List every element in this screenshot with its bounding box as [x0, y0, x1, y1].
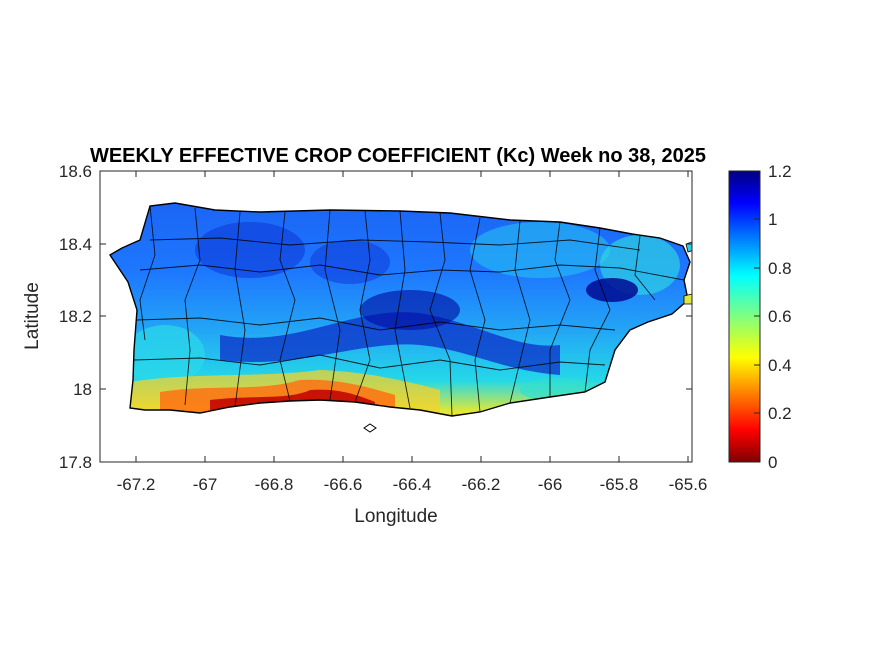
colorbar-tick-label: 0.6 — [768, 307, 792, 326]
colorbar-tick-label: 1.2 — [768, 162, 792, 181]
y-tick-label: 18.6 — [59, 162, 92, 181]
colorbar-tick-label: 0.2 — [768, 404, 792, 423]
y-tick-label: 17.8 — [59, 453, 92, 472]
chart-title: WEEKLY EFFECTIVE CROP COEFFICIENT (Kc) W… — [90, 145, 706, 167]
x-tick-label: -66 — [538, 475, 563, 494]
x-tick-label: -67.2 — [117, 475, 156, 494]
colorbar-tick-label: 0.8 — [768, 259, 792, 278]
x-tick-label: -67 — [193, 475, 218, 494]
plot-area — [99, 170, 693, 463]
x-tick-label: -66.2 — [462, 475, 501, 494]
y-axis-label: Latitude — [22, 282, 43, 350]
colorbar-tick-label: 0 — [768, 453, 777, 472]
y-tick-label: 18 — [73, 380, 92, 399]
x-tick-label: -65.8 — [600, 475, 639, 494]
colorbar: 1.2 1 0.8 0.6 0.4 0.2 0 — [728, 162, 792, 472]
x-tick-label: -66.8 — [255, 475, 294, 494]
colorbar-tick-label: 0.4 — [768, 356, 792, 375]
y-tick-label: 18.2 — [59, 307, 92, 326]
colorbar-tick-label: 1 — [768, 210, 777, 229]
x-tick-label: -66.6 — [324, 475, 363, 494]
x-axis-label: Longitude — [354, 506, 437, 527]
x-axis — [135, 171, 689, 462]
y-tick-label: 18.4 — [59, 235, 92, 254]
y-axis — [100, 170, 692, 463]
x-tick-label: -65.6 — [669, 475, 708, 494]
x-tick-label: -66.4 — [393, 475, 432, 494]
